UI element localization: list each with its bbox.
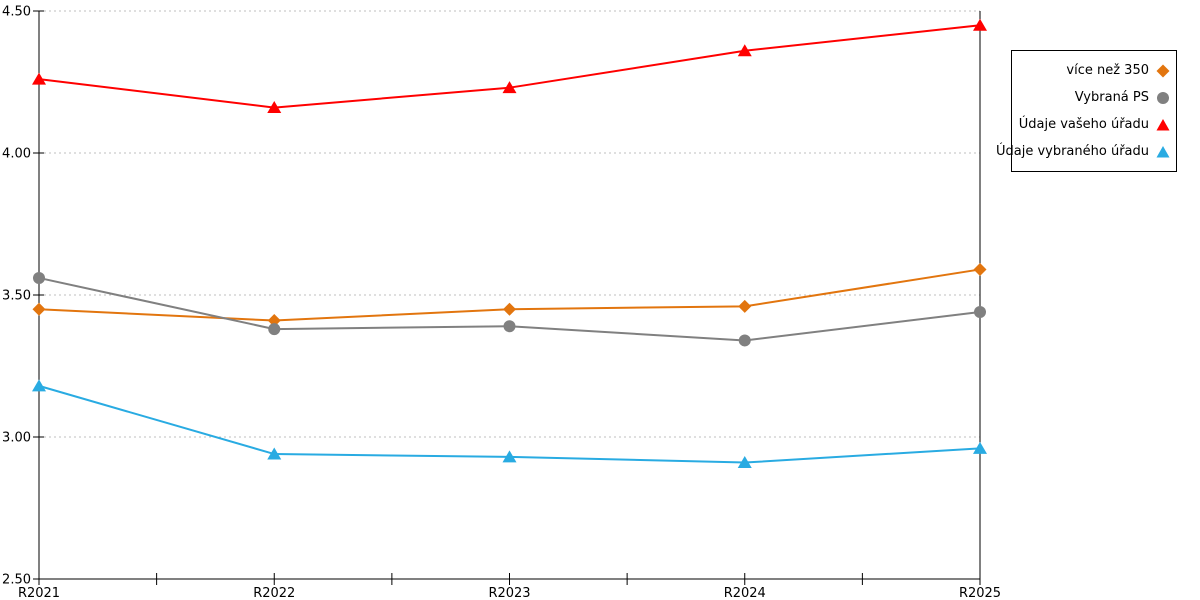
triangle-marker-icon — [973, 18, 987, 31]
legend-label: Údaje vybraného úřadu — [995, 144, 1149, 159]
x-tick-label: R2023 — [488, 586, 530, 600]
diamond-marker-icon — [503, 302, 516, 316]
triangle-marker-icon — [737, 44, 752, 57]
triangle-marker-icon — [502, 81, 517, 94]
y-tick-label: 4.50 — [2, 5, 31, 20]
legend-item-2: Vybraná PS — [1012, 84, 1176, 111]
legend-label: Vybraná PS — [1074, 90, 1149, 105]
x-tick-label: R2024 — [724, 586, 766, 600]
legend-label: více než 350 — [1066, 63, 1149, 78]
triangle-marker-icon — [502, 450, 517, 463]
y-tick-label: 2.50 — [2, 573, 31, 588]
diamond-marker-icon — [1156, 64, 1170, 78]
triangle-marker-icon — [973, 441, 987, 454]
legend-item-1: více než 350 — [1012, 57, 1176, 84]
circle-marker-icon — [974, 306, 986, 319]
circle-marker-icon — [1156, 91, 1170, 105]
legend-item-3: Údaje vašeho úřadu — [1012, 111, 1176, 138]
triangle-marker-icon — [1156, 118, 1170, 132]
diamond-marker-icon — [32, 302, 46, 316]
series-line-3 — [38, 24, 981, 109]
circle-marker-icon — [738, 334, 751, 347]
diamond-marker-icon — [973, 262, 987, 276]
x-tick-label: R2022 — [253, 586, 295, 600]
circle-marker-icon — [33, 271, 45, 284]
y-tick-label: 3.00 — [2, 431, 31, 446]
chart-legend: více než 350 Vybraná PS Údaje vašeho úřadu… — [996, 50, 1177, 172]
y-tick-label: 4.00 — [2, 147, 31, 162]
x-tick-label: R2025 — [959, 586, 1001, 600]
legend-item-4: Údaje vybraného úřadu — [996, 138, 1176, 165]
diamond-marker-icon — [738, 299, 752, 313]
triangle-marker-icon — [32, 379, 46, 392]
triangle-marker-icon — [32, 72, 46, 85]
triangle-marker-icon — [267, 447, 282, 460]
y-tick-label: 3.50 — [2, 289, 31, 304]
triangle-marker-icon — [737, 456, 752, 469]
diamond-marker-icon — [267, 314, 281, 328]
circle-marker-icon — [503, 320, 516, 333]
x-tick-label: R2021 — [18, 586, 60, 600]
triangle-marker-icon — [1156, 145, 1170, 159]
legend-label: Údaje vašeho úřadu — [1018, 117, 1149, 132]
circle-marker-icon — [268, 323, 281, 336]
triangle-marker-icon — [267, 101, 282, 114]
